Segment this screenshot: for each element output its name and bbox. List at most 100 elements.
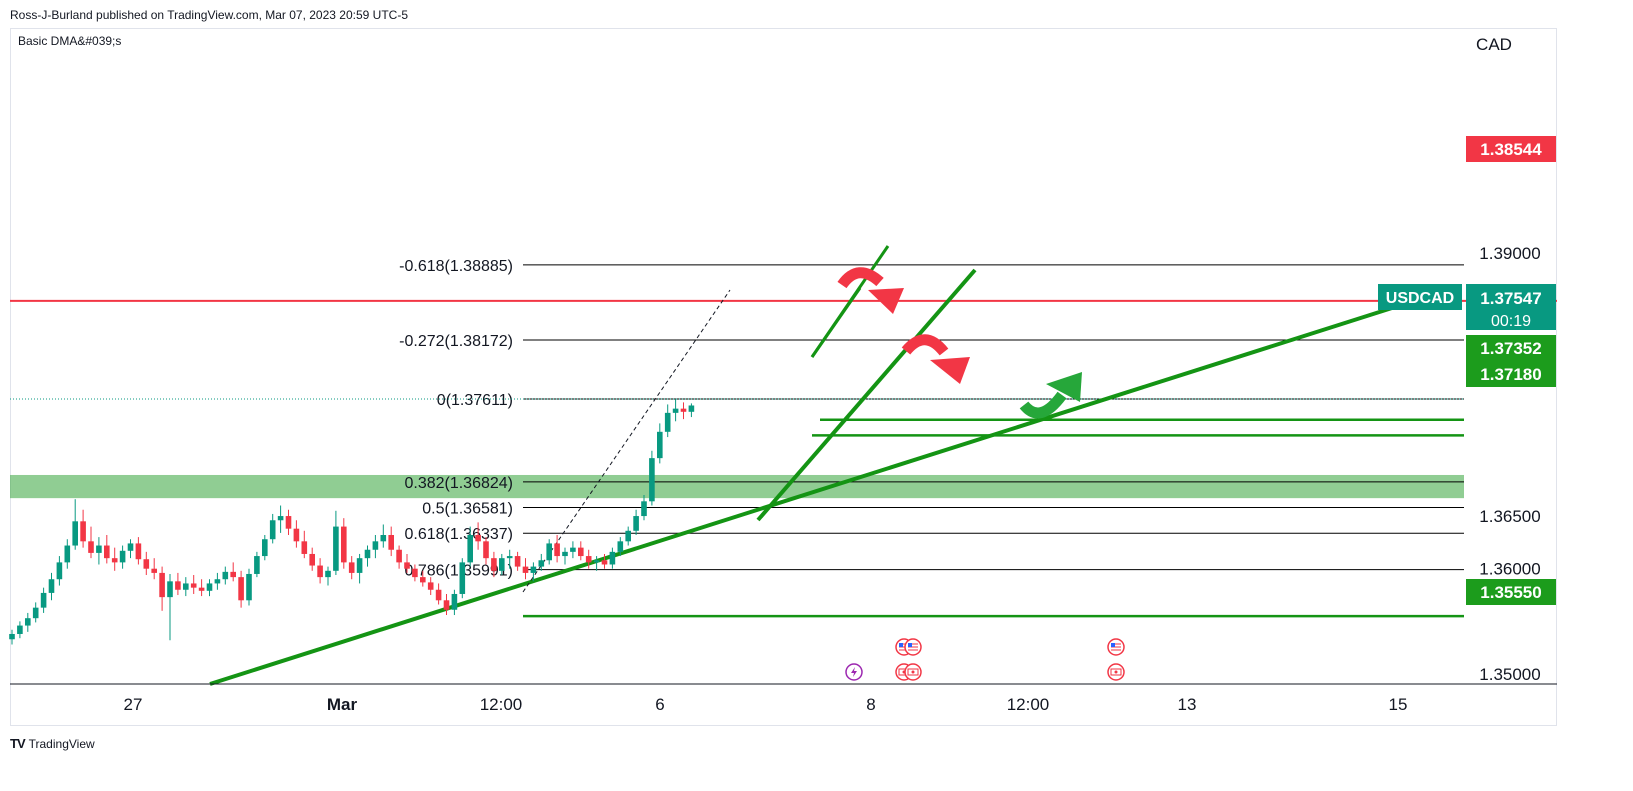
candle-body[interactable]	[214, 579, 221, 584]
candle-body[interactable]	[285, 516, 292, 529]
candle-body[interactable]	[190, 583, 197, 588]
candle-body[interactable]	[325, 570, 331, 578]
candle-body[interactable]	[522, 566, 529, 573]
trendline-channel-inner[interactable]	[810, 287, 862, 358]
candle-body[interactable]	[238, 577, 244, 601]
candle-body[interactable]	[317, 565, 323, 578]
candle-body[interactable]	[593, 560, 600, 563]
candle-body[interactable]	[475, 535, 481, 542]
candle-body[interactable]	[364, 549, 371, 559]
candle-body[interactable]	[48, 579, 55, 593]
candle-body[interactable]	[127, 543, 134, 551]
arrow-down-red-shaft[interactable]	[901, 334, 949, 356]
candle-body[interactable]	[570, 547, 576, 552]
footer-brand[interactable]: TradingView	[28, 736, 95, 751]
candle-body[interactable]	[617, 541, 624, 552]
candle-body[interactable]	[111, 558, 118, 563]
candle-body[interactable]	[412, 568, 418, 578]
candle-body[interactable]	[254, 556, 260, 574]
arrow-down-red-head[interactable]	[930, 357, 970, 384]
candle-body[interactable]	[451, 593, 458, 610]
candle-body[interactable]	[664, 412, 671, 432]
candle-body[interactable]	[206, 583, 213, 591]
candle-body[interactable]	[72, 521, 78, 546]
candle-body[interactable]	[262, 539, 268, 557]
candle-body[interactable]	[135, 543, 142, 560]
resistance-price-tag[interactable]	[1466, 136, 1556, 162]
candle-body[interactable]	[562, 551, 568, 557]
candle-body[interactable]	[499, 558, 505, 571]
candle-body[interactable]	[167, 581, 173, 598]
arrow-down-red-head[interactable]	[868, 288, 904, 314]
candle-body[interactable]	[9, 633, 15, 640]
indicator-label[interactable]: Basic DMA&#039;s	[18, 34, 121, 48]
candle-body[interactable]	[609, 551, 616, 565]
level-price-tag[interactable]	[1466, 361, 1556, 387]
candle-body[interactable]	[404, 562, 410, 569]
candle-body[interactable]	[56, 562, 63, 580]
candle-body[interactable]	[538, 560, 545, 567]
candle-body[interactable]	[467, 535, 473, 563]
candle-body[interactable]	[17, 625, 23, 634]
candle-body[interactable]	[688, 405, 695, 412]
candle-body[interactable]	[680, 408, 687, 412]
candle-body[interactable]	[633, 516, 639, 531]
candle-body[interactable]	[64, 545, 71, 563]
candle-body[interactable]	[341, 526, 347, 563]
candle-body[interactable]	[143, 559, 150, 569]
candle-body[interactable]	[578, 547, 584, 557]
candle-body[interactable]	[293, 528, 300, 542]
candle-body[interactable]	[333, 526, 339, 571]
candle-body[interactable]	[585, 556, 592, 563]
candle-body[interactable]	[641, 501, 647, 517]
candle-body[interactable]	[183, 583, 189, 590]
candle-body[interactable]	[491, 558, 497, 571]
candle-body[interactable]	[309, 553, 315, 566]
candle-body[interactable]	[672, 408, 679, 413]
candle-body[interactable]	[32, 607, 39, 619]
candle-body[interactable]	[96, 545, 102, 553]
current-price-tag[interactable]	[1466, 284, 1556, 330]
candle-body[interactable]	[530, 566, 537, 573]
candle-body[interactable]	[348, 562, 355, 573]
candle-body[interactable]	[222, 571, 229, 580]
candle-body[interactable]	[159, 572, 165, 598]
candle-body[interactable]	[514, 556, 521, 567]
candle-body[interactable]	[625, 530, 631, 542]
candle-body[interactable]	[198, 587, 205, 591]
candle-body[interactable]	[230, 571, 236, 578]
candle-body[interactable]	[388, 535, 394, 550]
arrow-down-red-shaft[interactable]	[837, 267, 884, 289]
candle-body[interactable]	[443, 600, 450, 610]
arrow-up-green-head[interactable]	[1046, 372, 1082, 402]
candle-body[interactable]	[269, 520, 276, 540]
trendline-long[interactable]	[209, 306, 1393, 686]
candle-body[interactable]	[380, 535, 387, 542]
tradingview-logo-icon[interactable]: TV	[10, 736, 26, 751]
candle-body[interactable]	[554, 543, 560, 557]
arrow-up-green-shaft[interactable]	[1019, 391, 1067, 419]
candle-body[interactable]	[25, 618, 31, 626]
candle-body[interactable]	[506, 556, 513, 559]
candle-body[interactable]	[435, 589, 442, 601]
support-zone[interactable]	[10, 474, 1464, 499]
candle-body[interactable]	[372, 541, 379, 550]
candle-body[interactable]	[119, 550, 126, 563]
candle-body[interactable]	[649, 458, 655, 502]
candle-body[interactable]	[88, 541, 94, 553]
candle-body[interactable]	[546, 543, 552, 561]
candle-body[interactable]	[301, 541, 308, 554]
candle-body[interactable]	[40, 592, 47, 608]
candle-body[interactable]	[459, 562, 466, 594]
candle-body[interactable]	[483, 541, 489, 559]
level-price-tag[interactable]	[1466, 335, 1556, 361]
candle-body[interactable]	[104, 545, 110, 559]
candle-body[interactable]	[601, 560, 608, 565]
candle-body[interactable]	[246, 573, 252, 601]
candle-body[interactable]	[277, 516, 284, 521]
candle-body[interactable]	[427, 582, 434, 590]
trendline-steep[interactable]	[756, 268, 977, 522]
candle-body[interactable]	[657, 431, 663, 459]
symbol-tag[interactable]	[1378, 284, 1462, 310]
